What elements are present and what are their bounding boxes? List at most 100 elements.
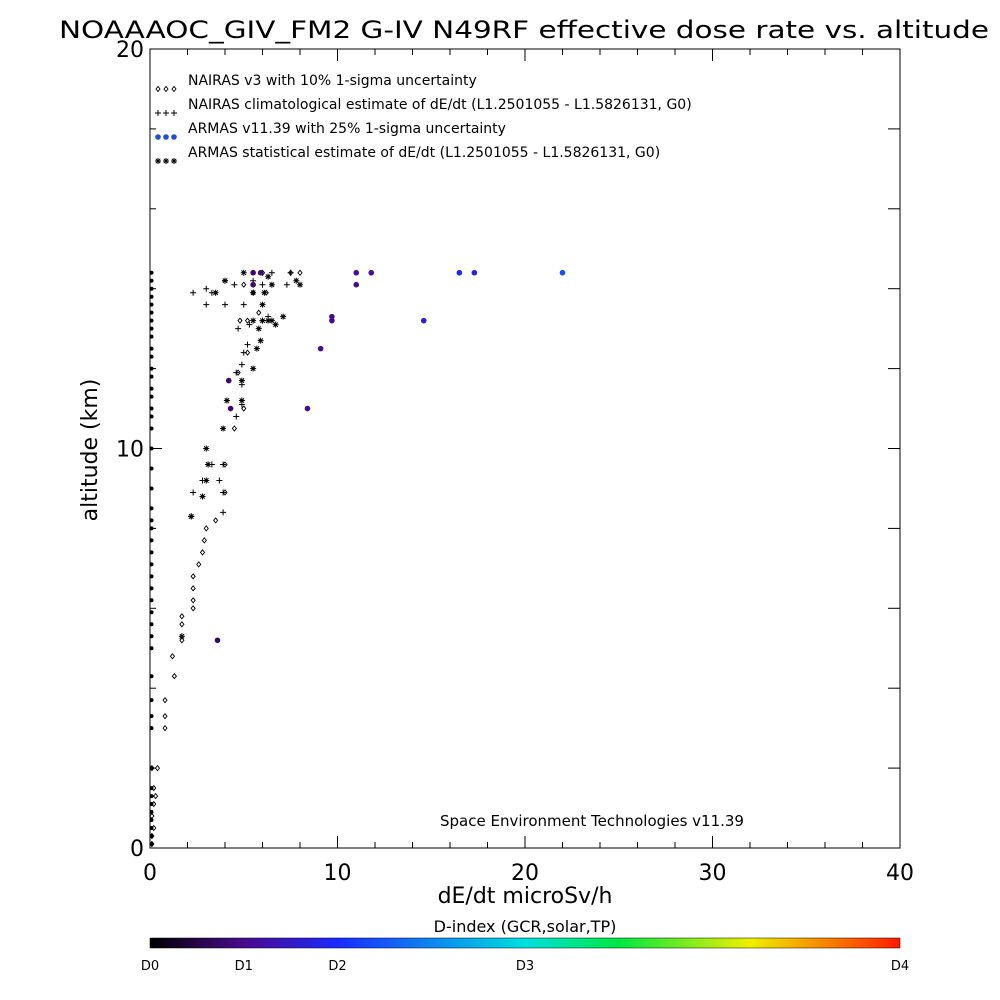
series-4-point bbox=[220, 425, 227, 432]
series-3-point bbox=[353, 281, 360, 288]
series-1-point bbox=[256, 309, 262, 316]
legend-symbol-1 bbox=[155, 85, 161, 93]
series-2-point bbox=[233, 369, 240, 376]
series-2-point bbox=[246, 321, 253, 328]
altitude-track-point bbox=[149, 598, 154, 603]
series-1-point bbox=[162, 696, 168, 704]
altitude-track-point bbox=[149, 550, 154, 555]
x-tick-label: 0 bbox=[143, 861, 157, 886]
series-2-point bbox=[240, 349, 247, 356]
altitude-track-point bbox=[149, 698, 154, 703]
x-tick-label: 40 bbox=[886, 861, 914, 886]
x-tick-label: 30 bbox=[699, 861, 727, 886]
series-4-point bbox=[222, 277, 228, 284]
series-1-point bbox=[222, 489, 228, 496]
series-1-point bbox=[179, 621, 185, 628]
series-1-point bbox=[149, 812, 155, 820]
series-3-point bbox=[471, 269, 478, 276]
series-2-point bbox=[244, 341, 251, 348]
colorbar-labels: D0 D1 D2 D3 D4 bbox=[141, 959, 909, 974]
altitude-track-point bbox=[149, 294, 154, 299]
series-1-point bbox=[190, 585, 196, 592]
colorbar-label: D4 bbox=[891, 959, 909, 974]
series-4-point bbox=[238, 397, 245, 404]
legend-label-3: ARMAS v11.39 with 25% 1-sigma uncertaint… bbox=[188, 121, 506, 137]
altitude-track-point bbox=[149, 326, 154, 331]
altitude-track-point bbox=[149, 622, 154, 627]
series-1-point bbox=[153, 792, 159, 800]
legend-symbol-2 bbox=[171, 110, 177, 116]
series-2-point bbox=[216, 477, 223, 484]
series-1-point bbox=[196, 561, 202, 568]
altitude-track-point bbox=[149, 634, 154, 639]
altitude-track-point bbox=[149, 354, 154, 359]
series-3-point bbox=[250, 281, 256, 288]
series-1-point bbox=[199, 549, 206, 556]
series-1-point bbox=[149, 764, 155, 772]
series-3-point bbox=[353, 269, 360, 276]
altitude-track-point bbox=[149, 346, 154, 351]
legend-label-2: NAIRAS climatological estimate of dE/dt … bbox=[188, 97, 692, 113]
series-4-point bbox=[240, 269, 247, 276]
series-1-point bbox=[244, 317, 251, 324]
series-3-point bbox=[225, 377, 232, 384]
altitude-track-point bbox=[149, 562, 154, 567]
legend-symbol-2 bbox=[155, 110, 161, 116]
series-1-point bbox=[169, 653, 176, 660]
colorbar-label: D3 bbox=[516, 959, 534, 974]
colorbar-label: D0 bbox=[141, 959, 159, 974]
x-tick-label: 10 bbox=[324, 861, 352, 886]
series-2-point bbox=[268, 269, 275, 276]
series-1-point bbox=[179, 613, 185, 620]
altitude-track-point bbox=[149, 486, 154, 491]
series-4-point bbox=[178, 633, 185, 640]
x-tick-label: 20 bbox=[511, 861, 539, 886]
series-4-point bbox=[250, 317, 257, 324]
series-4-point bbox=[261, 289, 268, 296]
series-4-point bbox=[265, 317, 272, 324]
altitude-track-point bbox=[149, 286, 154, 291]
altitude-track-point bbox=[149, 794, 154, 799]
series-1-point bbox=[171, 672, 177, 680]
altitude-track-point bbox=[149, 810, 154, 815]
altitude-track-point bbox=[149, 334, 154, 339]
series-4-point bbox=[238, 377, 245, 384]
colorbar bbox=[149, 937, 901, 949]
series-3-point bbox=[420, 317, 427, 324]
altitude-track-point bbox=[149, 394, 154, 399]
series-2-point bbox=[220, 509, 227, 516]
series-1-point bbox=[190, 573, 196, 580]
altitude-track-point bbox=[149, 518, 154, 523]
legend-symbol-1 bbox=[171, 85, 177, 93]
series-2-point bbox=[222, 301, 228, 308]
series-2-point bbox=[235, 325, 242, 332]
series-4-point bbox=[205, 461, 212, 468]
series-1-point bbox=[244, 349, 251, 356]
series-4-point bbox=[253, 345, 260, 352]
axes: 0 10 20 30 40 0 10 20 bbox=[116, 38, 914, 886]
series-2-point bbox=[190, 489, 197, 496]
colorbar-title: D-index (GCR,solar,TP) bbox=[434, 917, 617, 936]
series-3-point bbox=[317, 345, 324, 352]
series-2-point bbox=[203, 285, 210, 292]
series-3-point bbox=[329, 317, 335, 324]
altitude-track-point bbox=[149, 610, 154, 615]
y-axis-label: altitude (km) bbox=[78, 379, 103, 522]
y-tick-label: 10 bbox=[116, 438, 144, 463]
series-4-point bbox=[203, 445, 210, 452]
series-4-point bbox=[203, 477, 210, 484]
series-2-point bbox=[233, 413, 240, 420]
altitude-track-point bbox=[149, 574, 154, 579]
series-1-point bbox=[203, 525, 209, 532]
altitude-track-point bbox=[149, 586, 154, 591]
series-4-point bbox=[268, 317, 275, 324]
altitude-track-point bbox=[149, 538, 154, 543]
series-4-point bbox=[223, 397, 230, 404]
series-4-point bbox=[188, 513, 195, 520]
legend-symbol-3 bbox=[171, 134, 177, 140]
series-3-point bbox=[329, 313, 335, 320]
series-1-point bbox=[222, 461, 228, 468]
series-1-point bbox=[154, 764, 161, 772]
altitude-track-point bbox=[149, 310, 154, 315]
series-3-point bbox=[368, 269, 375, 276]
